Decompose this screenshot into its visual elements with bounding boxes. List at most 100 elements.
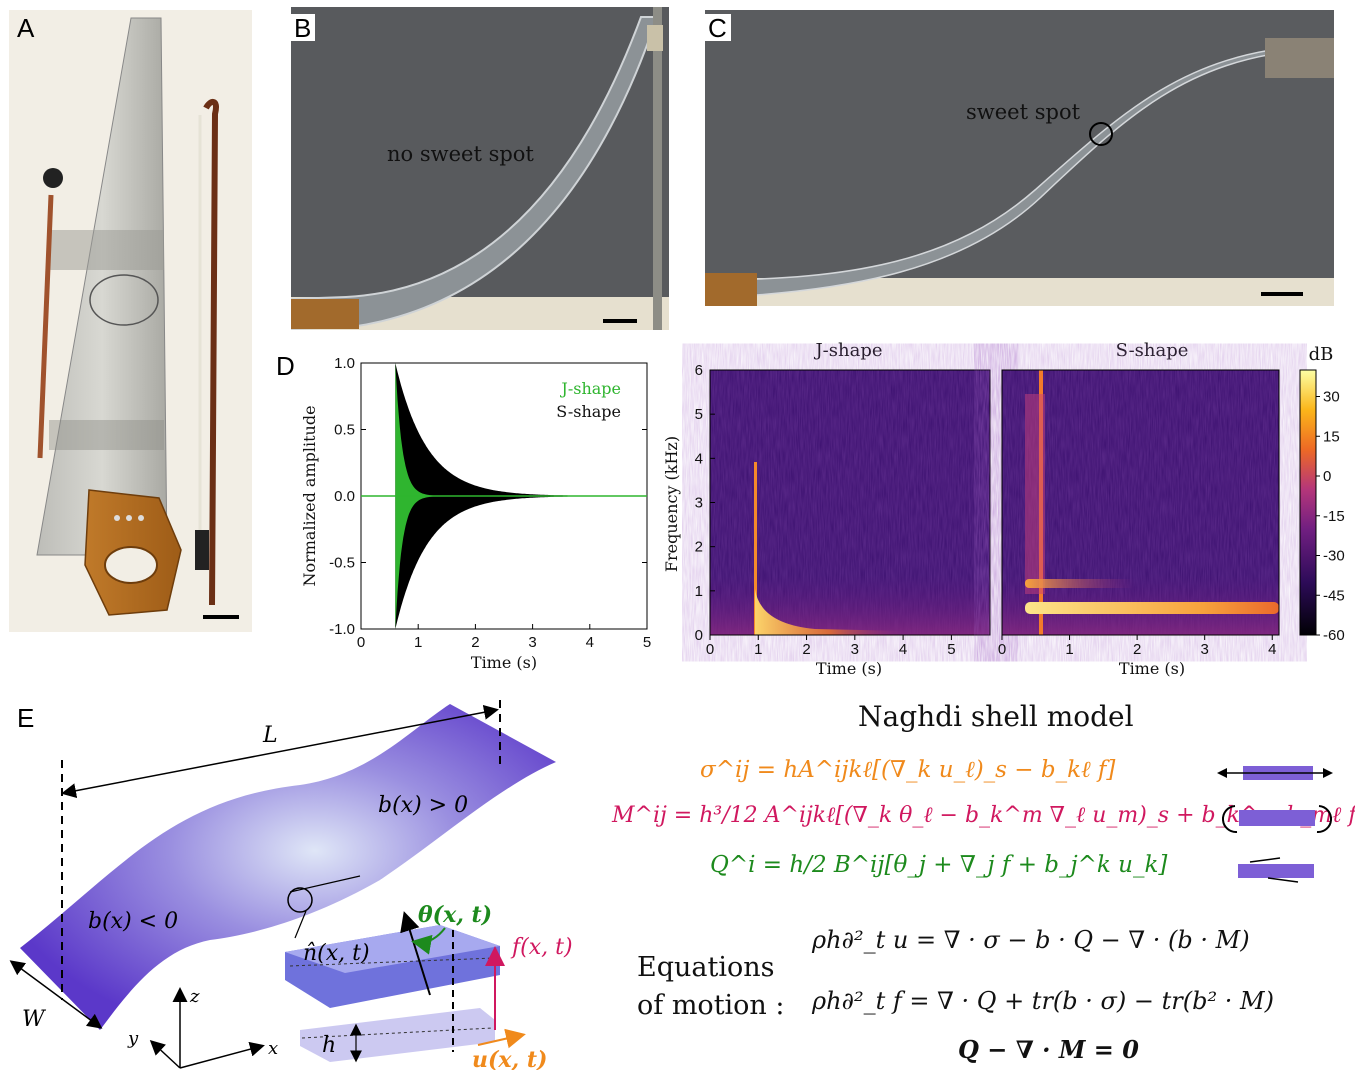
stretch-icon [1217,766,1333,780]
spec-y-tick-label: 0 [695,627,703,644]
spectrogram-figure: J-shape 0 1 2 3 4 5 6 0 1 2 3 4 5 Time (s) Frequenc… [662,340,1345,678]
bow-stick [203,99,219,606]
colorbar-tick-label: -60 [1323,627,1345,644]
spec-y-tick-label: 4 [695,450,703,467]
label-n-hat: n̂(x, t) [303,941,370,966]
sweet-spot-marker [1089,122,1113,146]
label-b-negative: b(x) < 0 [88,909,178,934]
colorbar-tick-label: 0 [1323,468,1331,485]
amplitude-x-ticks: 0 1 2 3 4 5 [357,624,651,651]
amp-x-tick-label: 5 [643,634,651,651]
spec-j-x-tick-label: 2 [802,641,810,658]
amplitude-x-label: Time (s) [471,653,537,672]
model-title: Naghdi shell model [858,700,1134,733]
photo-b: no sweet spot [291,7,669,330]
colorbar-tick-label: -30 [1323,548,1345,565]
colorbar-tick-label: -45 [1323,587,1345,604]
shear-icon [1238,857,1314,883]
spectrogram-j-decay [755,589,905,635]
amp-y-tick-label: -1.0 [329,621,355,638]
eom-equation-3: Q − ∇ · M = 0 [958,1035,1139,1064]
panel-label-a: A [17,13,35,43]
eom-equation-2: ρh∂²_t f = ∇ · Q + tr(b · σ) − tr(b² · M… [812,987,1274,1015]
colorbar-tick-label: 30 [1323,389,1340,406]
label-l: L [262,723,278,748]
spectrogram-j-x-ticks: 0 1 2 3 4 5 [706,635,956,658]
spec-y-tick-label: 6 [695,362,703,379]
spectrogram-s [1001,369,1280,636]
bending-icon [1222,805,1332,834]
panel-label-c: C [705,14,731,41]
scale-bar-b [603,319,637,323]
saw-logo [89,274,159,326]
colorbar-label: dB [1309,344,1334,365]
eom-label-1: Equations [637,952,775,983]
spec-j-x-tick-label: 4 [899,641,907,658]
amp-y-tick-label: 1.0 [334,355,355,372]
spec-y-tick-label: 2 [695,539,703,556]
spec-y-tick-label: 5 [695,406,703,423]
panel-label-e: E [17,703,35,733]
panel-label-d: D [276,351,295,381]
s-shape-photo-graphic [705,10,1334,306]
amp-x-tick-label: 2 [471,634,479,651]
colorbar-tick-label: 15 [1323,428,1340,445]
theta-arrow [411,927,446,955]
spec-j-x-tick-label: 0 [706,641,714,658]
panel-label-b: B [291,14,316,41]
spec-y-tick-label: 1 [695,583,703,600]
spectrogram-y-label: Frequency (kHz) [662,436,681,572]
spectrogram-j-y-ticks: 0 1 2 3 4 5 6 [695,362,715,644]
amp-x-tick-label: 0 [357,634,365,651]
equation-shear: Q^i = h/2 B^ij[θ_j + ∇_j f + b_j^k u_k] [710,852,1168,878]
scale-bar-c [1261,292,1303,296]
photo-c: sweet spot [705,10,1334,306]
amplitude-chart: 1.0 0.5 0.0 -0.5 -1.0 0 1 2 3 4 5 J-shape S-shape… [300,355,651,672]
label-theta: θ(x, t) [418,902,492,928]
photo-a [9,10,252,632]
length-arrow [61,704,499,799]
spectrogram-j [709,369,991,636]
spectrogram-s-x-label: Time (s) [1119,659,1185,678]
shell-diagram: L W b(x) > 0 b(x) < 0 θ(x, t) n̂(x, t) f… [9,700,573,1070]
amp-y-tick-label: -0.5 [329,555,355,572]
spectrogram-j-title: J-shape [813,340,882,361]
saw-blade [36,17,168,556]
eom-label-2: of motion : [637,990,785,1021]
spectrogram-s-x-ticks: 0 1 2 3 4 [998,635,1276,658]
j-shape-photo-graphic [291,7,669,330]
label-w: W [22,1007,47,1032]
amplitude-y-label: Normalized amplitude [300,405,319,586]
amplitude-y-ticks: 1.0 0.5 0.0 -0.5 -1.0 [329,355,647,638]
colorbar-ticks: 30 15 0 -15 -30 -45 -60 [1316,389,1345,644]
label-u: u(x, t) [472,1047,547,1070]
amp-x-tick-label: 1 [414,634,422,651]
u-arrow [477,1028,526,1049]
label-f: f(x, t) [510,935,573,960]
scale-bar-a [203,615,239,619]
spec-s-x-tick-label: 3 [1201,641,1209,658]
spec-s-x-tick-label: 4 [1268,641,1276,658]
label-b-positive: b(x) > 0 [378,793,468,818]
axis-y-label: y [127,1028,139,1049]
spectrogram-s-title: S-shape [1116,340,1189,361]
colorbar [1299,369,1317,636]
amp-y-tick-label: 0.5 [334,422,355,439]
label-h: h [322,1033,336,1058]
spec-j-x-tick-label: 5 [947,641,955,658]
eom-equation-1: ρh∂²_t u = ∇ · σ − b · Q − ∇ · (b · M) [812,926,1250,954]
width-arrow [9,960,103,1029]
spec-j-x-tick-label: 3 [851,641,859,658]
legend-s-shape: S-shape [556,402,621,421]
saw-photo-graphic [36,17,239,619]
spectrogram-s-band-2 [1025,579,1135,588]
axis-z-label: z [189,986,200,1007]
shell-element-lower [300,1008,495,1062]
spec-s-x-tick-label: 0 [998,641,1006,658]
amp-y-tick-label: 0.0 [334,488,355,505]
spec-y-tick-label: 3 [695,495,703,512]
equation-sigma: σ^ij = hA^ijkℓ[(∇_k u_ℓ)_s − b_kℓ f] [700,757,1116,783]
axis-x-label: x [268,1038,278,1059]
mallet-stick [37,194,54,459]
spectrogram-j-strike [754,462,757,635]
